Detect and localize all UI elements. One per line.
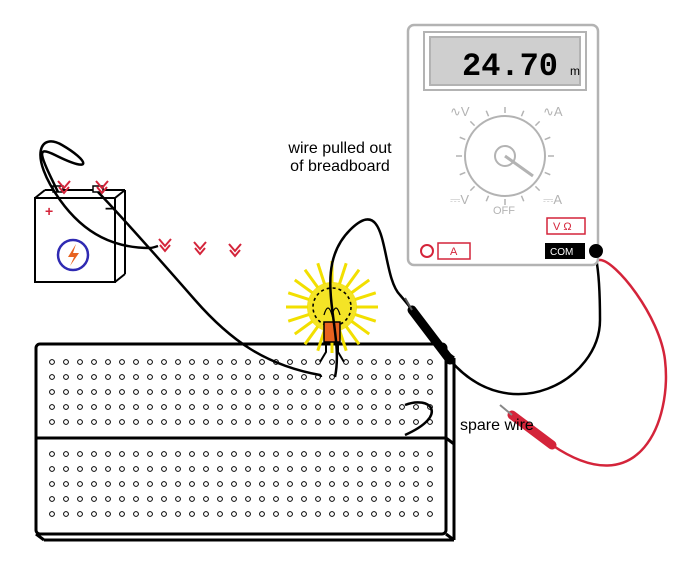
- annotation-pulled-wire: wire pulled out of breadboard: [285, 140, 395, 177]
- svg-text:OFF: OFF: [493, 205, 515, 217]
- svg-text:⎓A: ⎓A: [543, 192, 562, 207]
- multimeter-reading: 24.70: [462, 48, 558, 85]
- svg-text:V Ω: V Ω: [553, 221, 572, 233]
- alligator-clip-icon: [159, 239, 171, 251]
- svg-text:+: +: [45, 203, 53, 219]
- svg-text:∿V: ∿V: [450, 104, 470, 119]
- alligator-clip-icon: [229, 244, 241, 256]
- alligator-clip-icon: [194, 242, 206, 254]
- svg-text:COM: COM: [550, 247, 573, 258]
- svg-text:∿A: ∿A: [543, 104, 563, 119]
- svg-text:A: A: [450, 246, 458, 258]
- circuit-diagram: +−24.70m∿V∿A⎓V⎓AOFFV ΩACOM: [0, 0, 700, 567]
- svg-text:⎓V: ⎓V: [450, 192, 469, 207]
- probe-lead-black: [450, 258, 600, 394]
- annotation-spare-wire: spare wire: [460, 417, 534, 435]
- svg-text:m: m: [570, 64, 580, 78]
